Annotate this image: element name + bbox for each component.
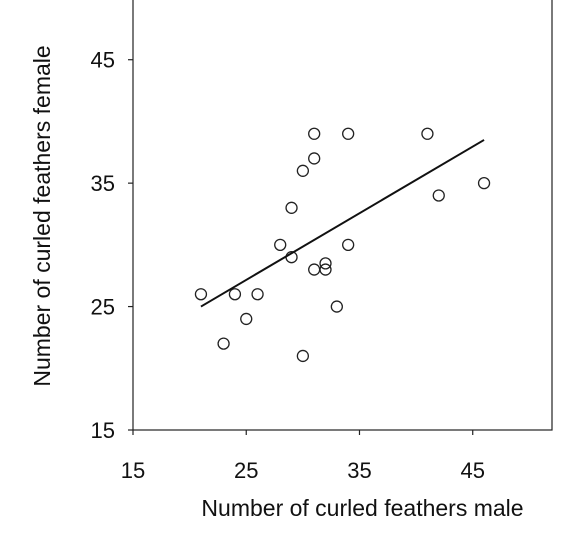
trend-line [200, 139, 485, 308]
data-point-13 [308, 263, 321, 276]
data-point-11 [308, 127, 321, 140]
trend-line-group [200, 139, 485, 308]
x-tick-label-25: 25 [234, 458, 258, 483]
y-tick-label-15: 15 [91, 418, 115, 443]
data-point-17 [342, 127, 355, 140]
data-point-18 [342, 238, 355, 252]
data-point-5 [251, 288, 264, 301]
x-tick-label-45: 45 [460, 458, 484, 483]
data-point-14 [319, 263, 332, 276]
data-points [194, 127, 491, 363]
data-point-2 [217, 337, 230, 350]
data-point-6 [274, 238, 287, 252]
data-point-3 [228, 288, 242, 301]
data-point-12 [308, 152, 321, 165]
y-tick-label-35: 35 [91, 171, 115, 196]
x-axis-ticks: 15 25 35 45 [121, 430, 485, 483]
plot-area [132, 0, 553, 431]
data-point-20 [432, 189, 445, 202]
data-point-4 [240, 312, 253, 326]
data-point-15 [319, 257, 332, 270]
y-axis-ticks: 15 25 35 45 [91, 48, 133, 443]
y-tick-label-25: 25 [91, 295, 115, 320]
data-point-21 [477, 176, 491, 190]
x-tick-label-15: 15 [121, 458, 145, 483]
x-axis-title: Number of curled feathers male [201, 495, 523, 521]
data-point-10 [296, 349, 310, 363]
data-point-7 [285, 201, 298, 214]
plot-border [132, 0, 553, 431]
y-tick-label-45: 45 [91, 48, 115, 73]
data-point-16 [330, 300, 343, 313]
y-axis-title: Number of curled feathers female [29, 45, 55, 386]
data-point-1 [194, 288, 208, 301]
x-tick-label-35: 35 [347, 458, 371, 483]
data-point-19 [421, 127, 434, 140]
data-point-9 [296, 164, 310, 177]
